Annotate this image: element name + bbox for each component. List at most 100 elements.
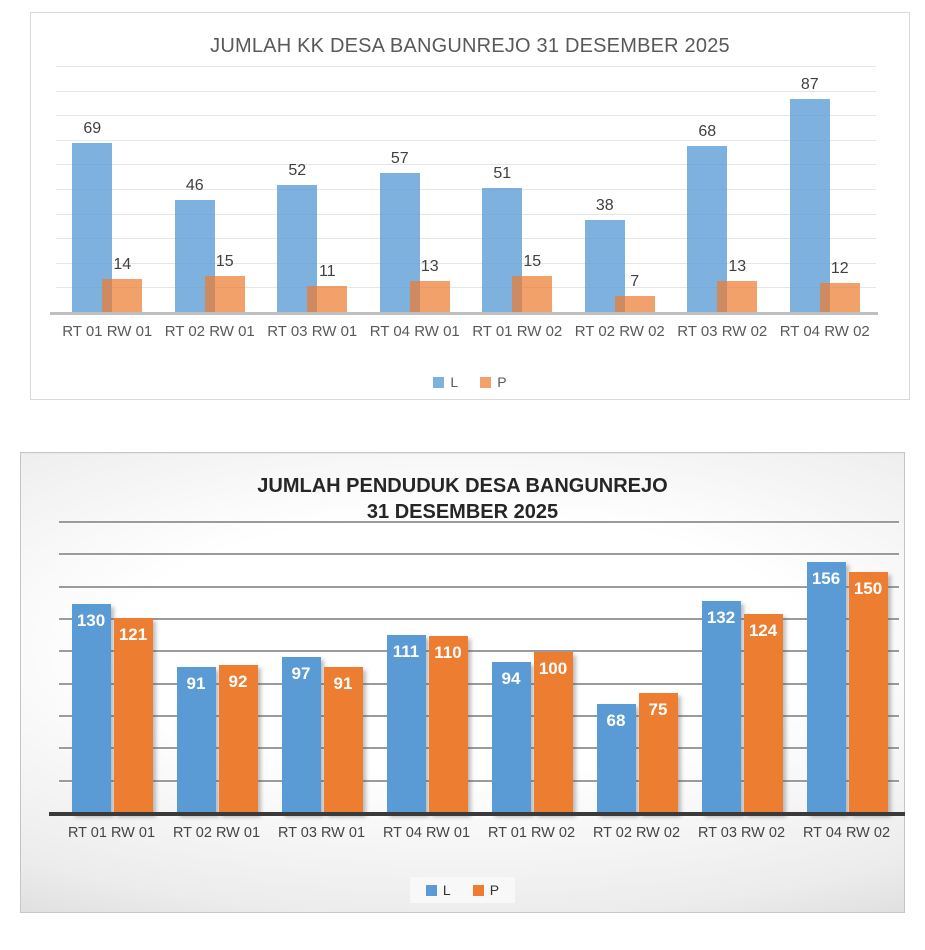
bar-value-label: 91 [333,673,353,693]
gridline [56,115,876,117]
bar-value-label: 51 [493,164,512,182]
gridline [59,521,899,523]
x-axis-line [50,312,878,315]
legend-label: L [442,882,451,898]
x-axis-label: RT 02 RW 01 [172,825,261,841]
gridline [56,139,876,141]
bar-value-label: 111 [392,641,420,661]
x-axis-label: RT 02 RW 02 [574,323,665,340]
bar-p-7 [848,571,888,814]
x-axis-label: RT 04 RW 02 [802,825,891,841]
bar-value-label: 150 [853,578,883,598]
gridline [56,238,876,240]
bar-p-7 [819,283,860,313]
x-axis-label: RT 02 RW 02 [592,825,681,841]
bar-value-label: 132 [706,607,736,627]
x-axis-label: RT 03 RW 02 [697,825,786,841]
bar-value-label: 38 [595,196,614,214]
bar-value-label: 92 [228,672,248,692]
chart1-title: JUMLAH KK DESA BANGUNREJO 31 DESEMBER 20… [210,35,730,57]
gridline [56,90,876,92]
bar-value-label: 68 [606,711,626,731]
legend-item-l: L [433,374,458,390]
gridline [59,618,899,620]
gridline [59,715,899,717]
x-axis-label: RT 04 RW 02 [779,323,870,340]
gridline [59,650,899,653]
bar-value-label: 13 [420,258,439,276]
bar-value-label: 15 [523,253,542,271]
bar-p-4 [512,276,553,313]
gridline [56,66,876,67]
gridline [59,747,899,750]
gridline [59,779,899,782]
bar-l-4 [491,662,531,814]
bar-value-label: 100 [538,659,568,679]
legend-swatch-p [472,884,484,896]
x-axis-label: RT 01 RW 01 [62,323,153,340]
bar-p-0 [102,278,143,313]
bar-value-label: 68 [698,122,717,140]
bar-value-label: 130 [76,610,106,630]
legend-label: P [497,374,507,390]
chart-jumlah-penduduk: JUMLAH PENDUDUK DESA BANGUNREJO 31 DESEM… [20,452,905,913]
x-axis-label: RT 03 RW 01 [267,323,358,340]
bar-value-label: 12 [830,260,849,278]
bar-l-5 [596,704,636,814]
x-axis-label: RT 01 RW 02 [487,825,576,841]
legend-label: P [489,882,500,898]
chart2-title-line2: 31 DESEMBER 2025 [366,501,559,523]
gridline [56,262,876,264]
bar-l-0 [71,603,111,814]
gridline [56,189,876,190]
bar-p-1 [204,276,245,313]
bar-value-label: 14 [113,255,132,273]
bar-value-label: 69 [83,120,102,138]
chart2-title-line1: JUMLAH PENDUDUK DESA BANGUNREJO [257,475,668,497]
gridline [56,164,876,166]
bar-value-label: 97 [291,664,311,684]
chart1-x-axis-labels: RT 01 RW 01 RT 02 RW 01 RT 03 RW 01 RT 04 R… [56,323,876,343]
bar-l-6 [701,600,741,814]
legend-swatch-p [480,376,492,388]
bar-value-label: 11 [318,262,336,280]
bar-value-label: 94 [501,669,521,689]
bar-value-label: 57 [390,149,409,167]
chart1-plot-area: 69 46 52 57 51 38 68 87 14 15 11 13 15 7 13 12 [50,66,878,315]
bar-p-1 [218,665,258,814]
bar-value-label: 121 [118,625,148,645]
gridline [56,287,876,289]
legend-item-p: P [472,882,500,898]
gridline [56,213,876,215]
bar-p-0 [113,618,153,814]
bar-value-label: 7 [630,272,640,290]
legend-label: L [450,374,459,390]
bar-l-2 [281,657,321,814]
bar-value-label: 13 [728,258,747,276]
bar-value-label: 46 [185,176,204,194]
x-axis-label: RT 03 RW 02 [677,323,768,340]
bar-p-5 [614,295,655,313]
bar-p-6 [743,613,783,814]
bar-value-label: 110 [434,643,462,663]
bar-l-1 [176,666,216,814]
x-axis-line [49,812,905,816]
bar-p-2 [323,666,363,814]
bar-value-label: 52 [288,162,307,180]
bar-p-2 [307,285,348,313]
legend-item-l: L [425,882,451,898]
bar-p-4 [533,652,573,814]
gridline [59,553,899,556]
x-axis-label: RT 02 RW 01 [164,323,255,340]
chart2-title: JUMLAH PENDUDUK DESA BANGUNREJO 31 DESEM… [21,473,904,525]
gridline [59,682,899,685]
bar-p-3 [409,281,450,313]
gridline [59,585,899,588]
chart-jumlah-kk: JUMLAH KK DESA BANGUNREJO 31 DESEMBER 20… [30,12,910,400]
x-axis-label: RT 04 RW 01 [382,825,471,841]
